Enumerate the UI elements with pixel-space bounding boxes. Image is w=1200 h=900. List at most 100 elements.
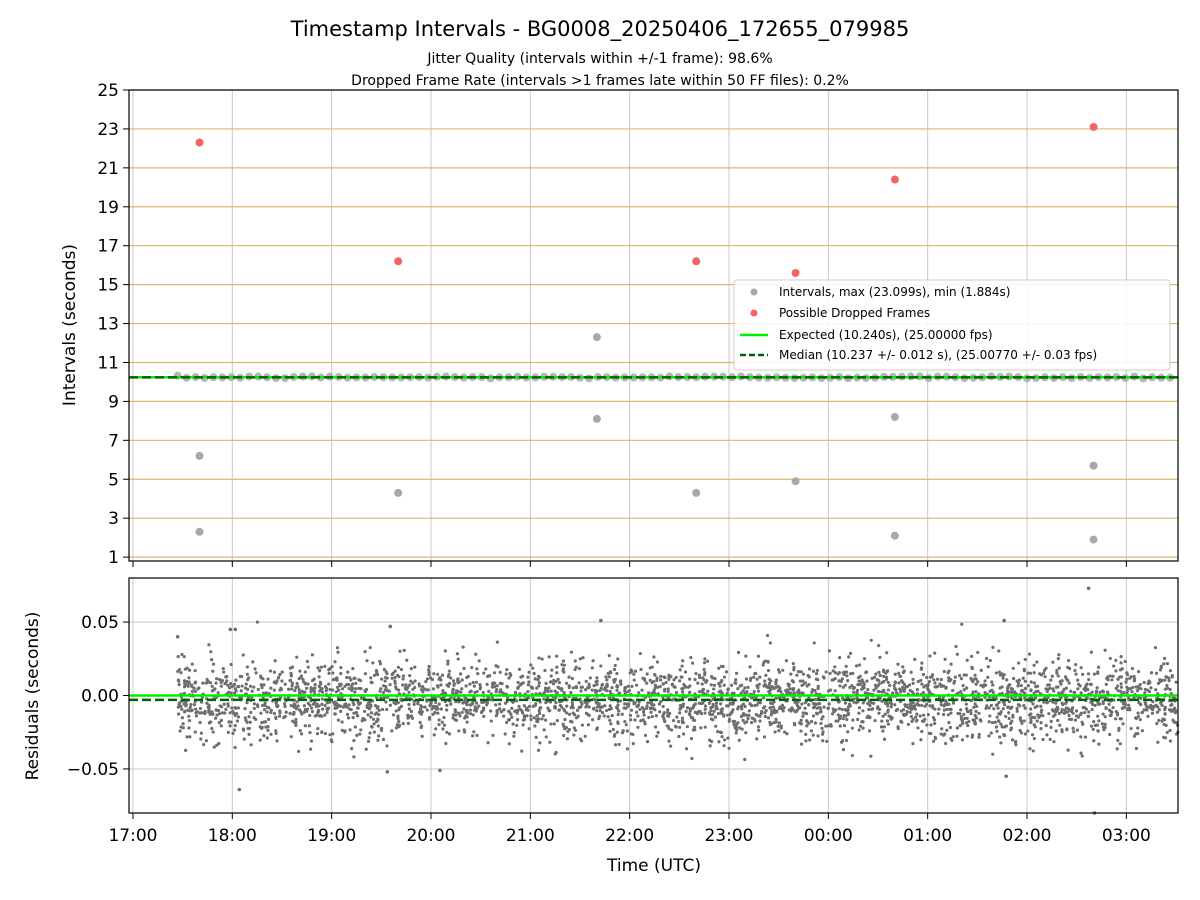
residual-point xyxy=(944,699,948,703)
residual-point xyxy=(1031,749,1035,753)
residual-point xyxy=(452,682,456,686)
residual-point xyxy=(624,706,628,710)
residual-point xyxy=(755,737,759,741)
residual-point xyxy=(427,664,431,669)
residual-point xyxy=(210,689,214,693)
bottom-ytick-label: 0.05 xyxy=(81,613,119,633)
residual-point xyxy=(251,660,255,664)
residual-point xyxy=(616,657,620,661)
residual-point xyxy=(1165,683,1169,688)
residual-point xyxy=(959,677,964,681)
residual-point xyxy=(376,724,380,728)
residual-point xyxy=(995,715,999,719)
residual-point xyxy=(667,727,671,731)
residual-outlier-point xyxy=(237,787,242,792)
residual-point xyxy=(578,737,583,741)
residual-point xyxy=(278,672,282,677)
residual-point xyxy=(711,705,715,709)
residual-point xyxy=(193,669,197,673)
residual-point xyxy=(210,657,214,662)
residual-point xyxy=(739,714,744,719)
residual-point xyxy=(320,707,325,711)
residual-point xyxy=(346,682,351,687)
residual-point xyxy=(852,697,856,701)
residual-point xyxy=(736,721,740,725)
residual-point xyxy=(536,748,541,752)
residual-point xyxy=(856,717,860,722)
residual-point xyxy=(1029,719,1033,723)
residual-point xyxy=(810,719,814,724)
residual-point xyxy=(911,681,915,685)
residual-point xyxy=(824,724,828,728)
residual-point xyxy=(537,711,542,716)
residual-point xyxy=(594,701,599,705)
residual-point xyxy=(841,685,845,689)
residual-point xyxy=(290,684,294,688)
residual-point xyxy=(916,679,920,684)
residual-point xyxy=(401,683,405,687)
residual-point xyxy=(722,713,726,717)
residual-point xyxy=(827,649,832,653)
residual-point xyxy=(765,633,770,638)
top-ytick-label: 25 xyxy=(97,81,119,101)
residual-point xyxy=(689,715,693,720)
residual-point xyxy=(877,670,881,674)
residual-point xyxy=(1018,728,1022,733)
residual-point xyxy=(949,711,953,715)
residual-point xyxy=(578,657,582,661)
residual-point xyxy=(306,682,310,686)
residual-point xyxy=(366,701,370,705)
residual-point xyxy=(807,682,811,687)
residual-point xyxy=(347,703,351,707)
residual-point xyxy=(1119,661,1123,665)
legend-label: Possible Dropped Frames xyxy=(779,306,930,320)
residual-point xyxy=(714,724,718,728)
residual-point xyxy=(1042,700,1046,704)
residual-point xyxy=(211,669,215,673)
residual-point xyxy=(804,711,809,716)
residual-point xyxy=(515,723,519,728)
residual-point xyxy=(248,720,252,724)
residual-point xyxy=(703,657,707,661)
residual-point xyxy=(300,712,304,716)
residual-point xyxy=(1115,713,1120,717)
residual-point xyxy=(1079,735,1083,739)
residual-point xyxy=(534,735,538,739)
residual-point xyxy=(233,691,237,695)
residual-point xyxy=(207,643,211,647)
residual-point xyxy=(991,645,995,650)
residual-point xyxy=(603,704,607,708)
residual-point xyxy=(1125,689,1130,693)
residual-point xyxy=(439,707,443,711)
residual-point xyxy=(241,653,245,657)
residual-point xyxy=(653,725,658,729)
residual-point xyxy=(417,682,421,686)
residual-point xyxy=(193,689,197,693)
residual-outlier-point xyxy=(1086,586,1091,591)
residual-point xyxy=(233,687,237,691)
residual-point xyxy=(272,711,276,716)
residual-point xyxy=(975,704,979,708)
residual-point xyxy=(1079,751,1083,755)
residual-point xyxy=(488,698,492,702)
residual-point xyxy=(666,687,670,691)
residual-point xyxy=(974,682,978,686)
residual-point xyxy=(1066,710,1070,714)
residual-point xyxy=(565,737,570,741)
residual-point xyxy=(703,711,707,715)
legend-label: Intervals, max (23.099s), min (1.884s) xyxy=(779,285,1010,299)
residual-outlier-point xyxy=(385,770,390,774)
residual-point xyxy=(320,730,324,734)
residual-point xyxy=(256,687,260,692)
residual-point xyxy=(824,670,828,674)
residual-point xyxy=(288,711,292,715)
residual-point xyxy=(351,666,355,671)
residual-point xyxy=(973,713,977,718)
residual-point xyxy=(209,710,213,714)
residual-point xyxy=(1045,733,1049,737)
residual-point xyxy=(709,708,713,713)
residual-point xyxy=(1128,687,1133,691)
residual-point xyxy=(1103,648,1107,652)
residual-point xyxy=(445,730,449,734)
residual-point xyxy=(430,707,434,711)
